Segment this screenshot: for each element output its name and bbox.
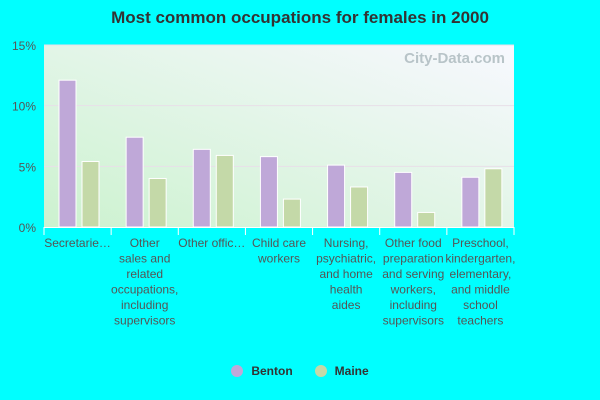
plot-area (44, 45, 514, 227)
legend-label: Benton (251, 364, 293, 378)
x-tick-label: Child care workers (252, 236, 306, 266)
y-tick-label: 0% (19, 221, 37, 235)
x-tick-label: Nursing, psychiatric, and home health aides (316, 236, 376, 312)
chart-title: Most common occupations for females in 2… (111, 8, 489, 27)
bar-maine (350, 186, 369, 228)
bar-benton (394, 171, 413, 228)
legend: Benton Maine (0, 364, 600, 378)
bar-benton (327, 164, 346, 228)
x-tick-label: Other sales and related occupations, includi… (111, 236, 178, 328)
x-tick-label: Other food preparation and serving workers,… (382, 236, 444, 328)
bar-benton (125, 136, 144, 228)
watermark: City-Data.com (404, 50, 505, 67)
bar-maine (484, 168, 503, 228)
bar-maine (81, 160, 100, 228)
legend-swatch (314, 365, 327, 377)
x-tick-label: Preschool, kindergarten, elementary, and mi… (445, 236, 515, 328)
bar-maine (148, 177, 167, 228)
legend-label: Maine (334, 364, 369, 378)
y-tick-label: 15% (12, 39, 36, 53)
bar-benton (58, 79, 77, 228)
bar-maine (215, 154, 234, 228)
y-tick-label: 5% (19, 160, 37, 174)
legend-item-benton: Benton (231, 364, 293, 378)
bar-benton (259, 156, 278, 228)
bar-benton (192, 148, 211, 228)
x-tick-label: Other offic… (178, 236, 245, 250)
legend-item-maine: Maine (314, 364, 369, 378)
bar-maine (282, 198, 301, 228)
bar-benton (461, 176, 480, 228)
y-tick-label: 10% (12, 100, 36, 114)
bar-maine (417, 211, 436, 228)
legend-swatch (231, 365, 244, 377)
x-tick-label: Secretarie… (44, 236, 111, 250)
